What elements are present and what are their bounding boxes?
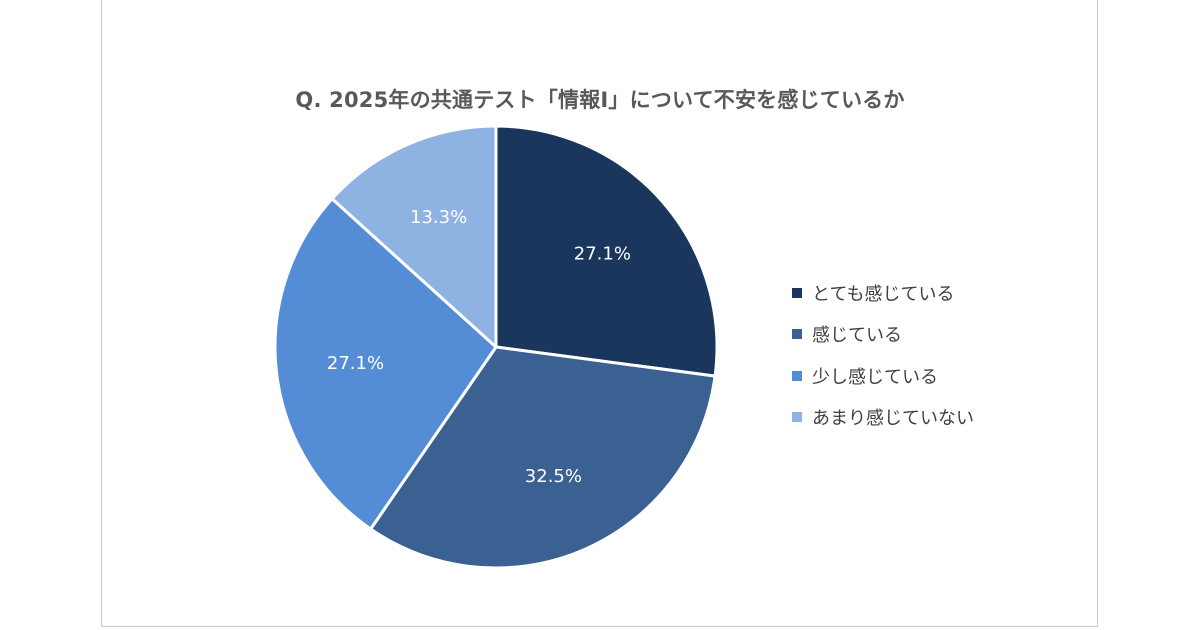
- slice-value-label-2: 32.5%: [525, 466, 582, 487]
- legend-item-2: 感じている: [792, 314, 974, 356]
- pie-slice-3: [273, 197, 498, 531]
- legend-item-3: 少し感じている: [792, 355, 974, 397]
- pie-slices: [273, 124, 719, 570]
- pie-value-labels: 27.1% 32.5% 27.1% 13.3%: [327, 207, 631, 487]
- legend-label: あまり感じていない: [812, 408, 974, 430]
- pie-slice-1: [494, 124, 719, 378]
- legend-swatch: [792, 412, 802, 423]
- legend-swatch: [792, 287, 802, 298]
- slice-value-label-4: 13.3%: [410, 207, 467, 228]
- legend-item-1: とても感じている: [792, 272, 974, 314]
- chart-legend: とても感じている 感じている少し感じているあまり感じていない: [792, 272, 974, 438]
- pie-slice-4: [330, 124, 498, 349]
- slice-value-label-3: 27.1%: [327, 353, 384, 374]
- legend-label: 感じている: [812, 325, 902, 347]
- chart-title: Q. 2025年の共通テスト「情報Ⅰ」について不安を感じているか: [295, 88, 905, 112]
- legend-swatch: [792, 370, 802, 381]
- legend-swatch: [792, 329, 802, 340]
- legend-label: 少し感じている: [812, 366, 938, 388]
- slice-value-label-1: 27.1%: [574, 243, 631, 264]
- pie-slice-2: [369, 345, 717, 570]
- legend-label: とても感じている: [812, 283, 955, 305]
- legend-item-4: あまり感じていない: [792, 397, 974, 439]
